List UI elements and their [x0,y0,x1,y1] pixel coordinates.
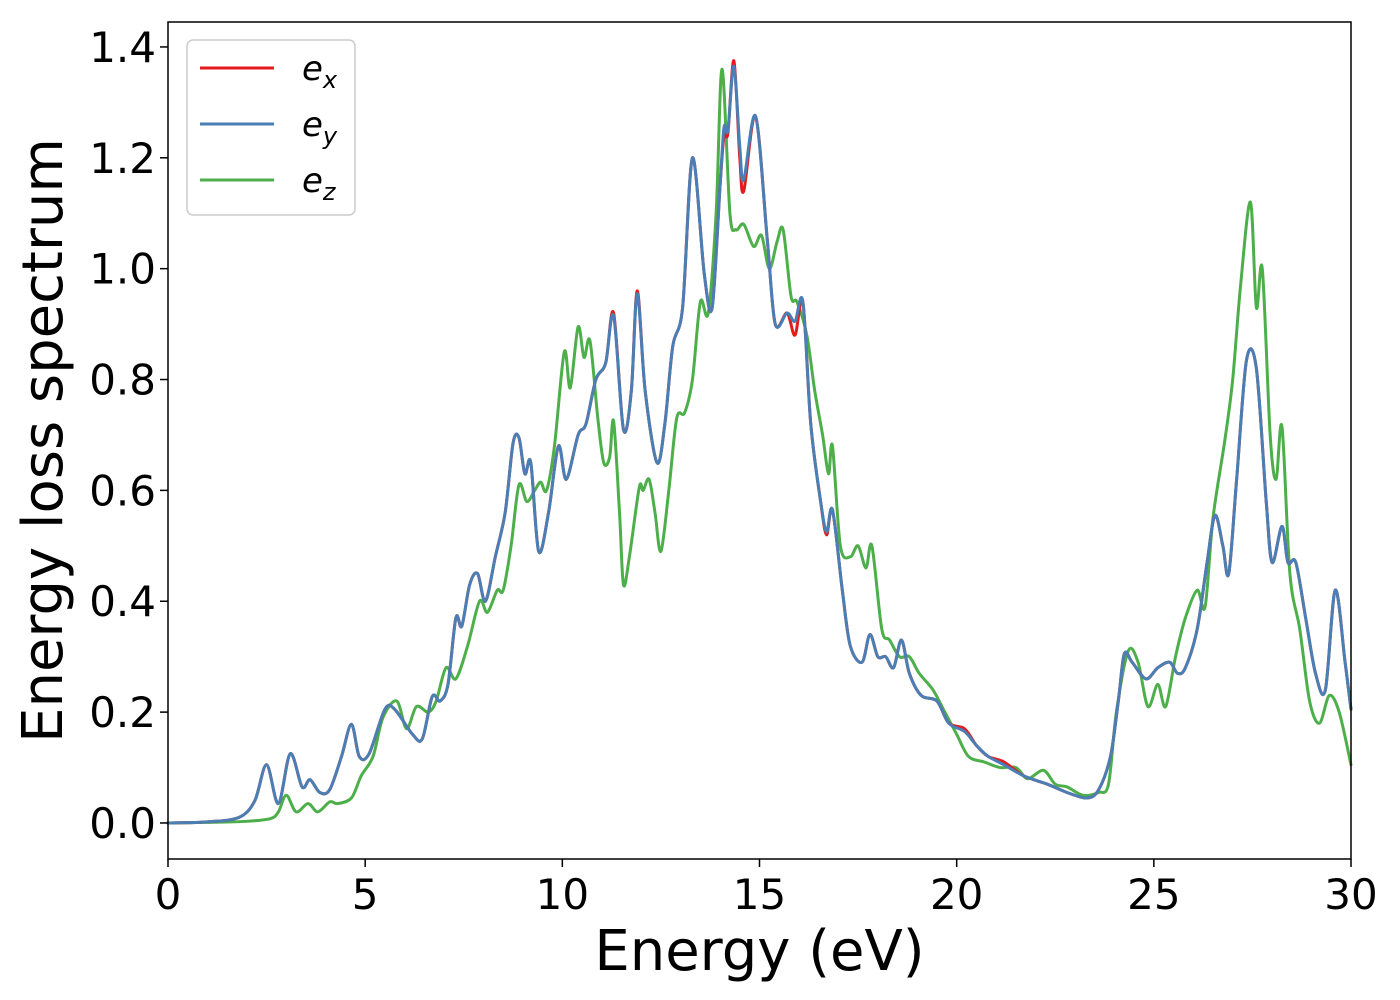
series-layer [166,59,1353,825]
y-tick-label: 0.8 [89,356,156,405]
series-line-ey [166,64,1353,825]
legend: ex ey ez [186,39,356,216]
legend-box [186,39,356,216]
x-axis-label: Energy (eV) [594,919,924,984]
y-tick-label: 1.4 [89,23,156,72]
series-line-ez [166,67,1353,825]
x-axis-ticks: 0 5 10 15 20 25 30 [155,859,1378,919]
y-tick-label: 0.2 [89,688,156,737]
legend-label-ey: ey [302,105,338,150]
y-axis-label: Energy loss spectrum [11,138,76,743]
x-tick-label: 5 [352,870,379,919]
legend-label-ex: ex [302,49,338,94]
y-tick-label: 1.0 [89,245,156,294]
y-tick-label: 1.2 [89,134,156,183]
x-tick-label: 30 [1324,870,1377,919]
x-tick-label: 0 [155,870,182,919]
y-axis-ticks: 0.0 0.2 0.4 0.6 0.8 1.0 1.2 1.4 [89,23,168,848]
x-tick-label: 25 [1127,870,1180,919]
x-tick-label: 15 [733,870,786,919]
y-tick-label: 0.4 [89,577,156,626]
x-tick-label: 20 [930,870,983,919]
legend-label-ez: ez [302,161,337,206]
y-tick-label: 0.0 [89,799,156,848]
y-tick-label: 0.6 [89,466,156,515]
x-tick-label: 10 [536,870,589,919]
